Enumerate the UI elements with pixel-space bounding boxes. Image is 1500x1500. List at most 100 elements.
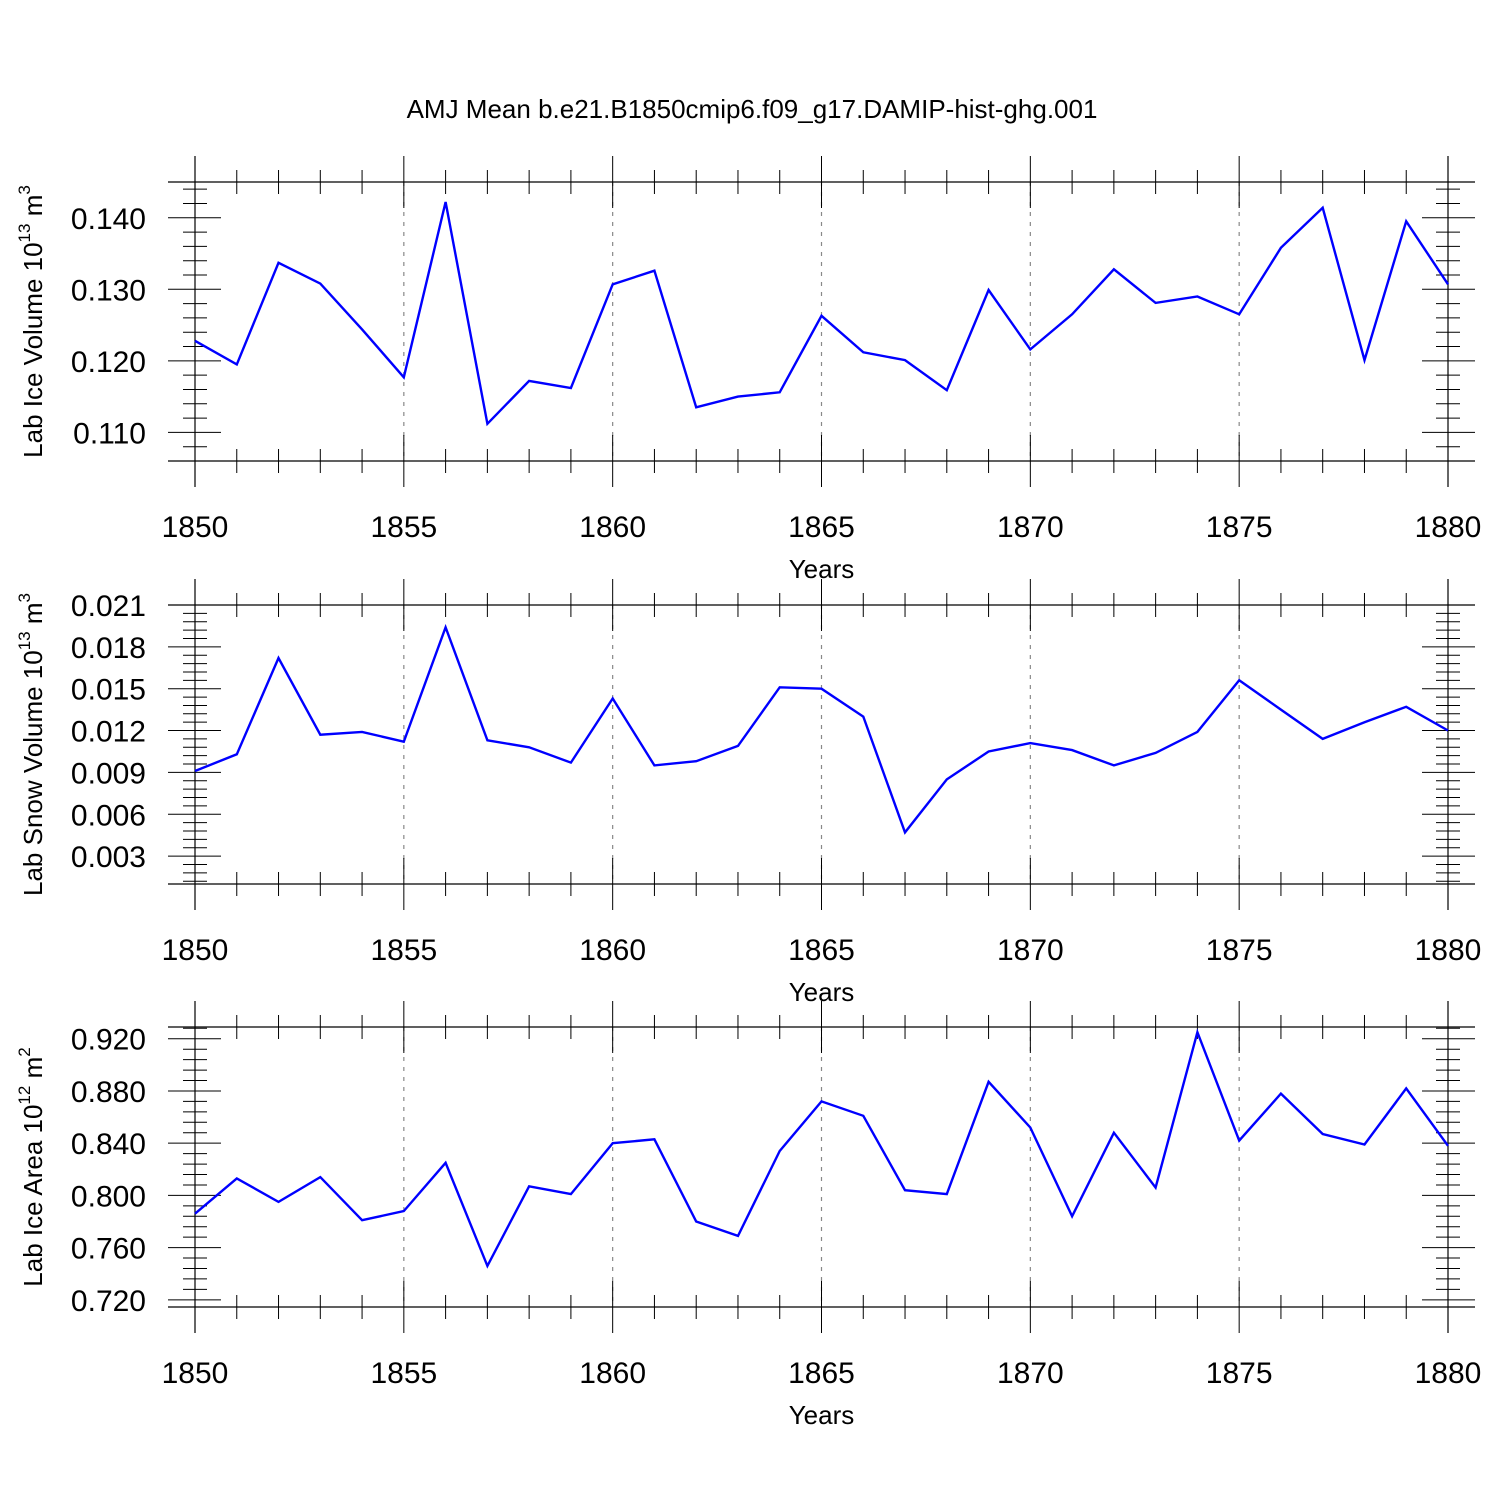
x-tick-label: 1875 xyxy=(1206,934,1273,967)
data-point xyxy=(402,1209,406,1213)
data-point xyxy=(360,1218,364,1222)
data-point xyxy=(527,379,531,383)
y-tick-label: 0.120 xyxy=(71,346,146,379)
x-tick-label: 1860 xyxy=(579,511,646,544)
data-point xyxy=(820,314,824,318)
data-point xyxy=(318,733,322,737)
y-tick-label: 0.006 xyxy=(71,799,146,832)
y-tick-label: 0.800 xyxy=(71,1180,146,1213)
data-point xyxy=(1362,1142,1366,1146)
data-point xyxy=(1195,294,1199,298)
x-axis-label: Years xyxy=(789,1400,855,1430)
data-point xyxy=(1279,1092,1283,1096)
data-point xyxy=(987,288,991,292)
data-point xyxy=(736,395,740,399)
data-point xyxy=(1154,1186,1158,1190)
y-axis-label: Lab Snow Volume 1013 m3 xyxy=(15,593,48,896)
panels: 1850 1855 1860 1865 1870 1875 1880 0.110 0.120 0.… xyxy=(15,156,1481,1430)
y-axis-label: Lab Ice Area 1012 m2 xyxy=(15,1047,48,1286)
data-point xyxy=(527,1184,531,1188)
panel-1: 1850 1855 1860 1865 1870 1875 1880 0.110 0.120 0.… xyxy=(15,156,1481,584)
data-point xyxy=(360,327,364,331)
y-axis-label-unit-exponent: 3 xyxy=(15,185,34,194)
data-point xyxy=(235,362,239,366)
data-point xyxy=(1070,312,1074,316)
x-tick-label: 1850 xyxy=(162,934,229,967)
y-axis-label-text: Lab Ice Volume 10 xyxy=(18,242,48,457)
y-tick-label: 0.009 xyxy=(71,757,146,790)
y-tick-label: 0.130 xyxy=(71,274,146,307)
x-tick-label: 1870 xyxy=(997,934,1064,967)
data-point xyxy=(1154,301,1158,305)
y-tick-label: 0.720 xyxy=(71,1285,146,1318)
data-point xyxy=(1321,737,1325,741)
data-point xyxy=(485,738,489,742)
y-axis-label: Lab Ice Volume 1013 m3 xyxy=(15,185,48,458)
data-point xyxy=(193,769,197,773)
data-point xyxy=(1028,741,1032,745)
data-point xyxy=(1404,1086,1408,1090)
data-point xyxy=(1112,267,1116,271)
y-axis-label-unit: m xyxy=(18,195,48,224)
x-tick-label: 1875 xyxy=(1206,1357,1273,1390)
data-point xyxy=(861,715,865,719)
data-point xyxy=(193,339,197,343)
x-tick-label: 1870 xyxy=(997,511,1064,544)
panel-3: 1850 1855 1860 1865 1870 1875 1880 0.720 0.760 0.… xyxy=(15,1001,1481,1430)
data-point xyxy=(903,830,907,834)
series-line xyxy=(194,623,1449,835)
data-point xyxy=(1279,708,1283,712)
x-tick-label: 1865 xyxy=(788,934,855,967)
data-point xyxy=(1321,1132,1325,1136)
data-point xyxy=(1195,730,1199,734)
data-point xyxy=(1321,206,1325,210)
data-point xyxy=(277,1200,281,1204)
data-point xyxy=(611,696,615,700)
x-tick-label: 1865 xyxy=(788,1357,855,1390)
data-point xyxy=(903,1188,907,1192)
x-tick-label: 1875 xyxy=(1206,511,1273,544)
y-axis-label-exponent: 13 xyxy=(15,631,34,650)
data-point xyxy=(527,745,531,749)
data-point xyxy=(861,350,865,354)
data-point xyxy=(485,1264,489,1268)
data-point xyxy=(1404,705,1408,709)
data-point xyxy=(1112,763,1116,767)
data-point xyxy=(778,1149,782,1153)
figure-title: AMJ Mean b.e21.B1850cmip6.f09_g17.DAMIP-… xyxy=(407,94,1098,124)
data-point xyxy=(444,625,448,629)
y-axis-label-exponent: 13 xyxy=(15,224,34,243)
data-point xyxy=(1237,678,1241,682)
data-point xyxy=(402,375,406,379)
data-point xyxy=(945,777,949,781)
data-point xyxy=(987,749,991,753)
data-point xyxy=(987,1080,991,1084)
data-point xyxy=(1237,1139,1241,1143)
data-point xyxy=(1362,358,1366,362)
data-point xyxy=(736,1234,740,1238)
data-point xyxy=(569,386,573,390)
x-tick-label: 1860 xyxy=(579,1357,646,1390)
x-tick-label: 1880 xyxy=(1415,934,1482,967)
y-tick-label: 0.920 xyxy=(71,1024,146,1057)
data-point xyxy=(318,282,322,286)
data-point xyxy=(277,261,281,265)
y-tick-label: 0.880 xyxy=(71,1076,146,1109)
data-point xyxy=(1154,751,1158,755)
data-point xyxy=(235,752,239,756)
data-point xyxy=(569,761,573,765)
y-tick-label: 0.021 xyxy=(71,590,146,623)
y-tick-label: 0.003 xyxy=(71,841,146,874)
y-tick-label: 0.012 xyxy=(71,716,146,749)
y-axis-label-unit-exponent: 2 xyxy=(15,1047,34,1056)
data-point xyxy=(235,1176,239,1180)
series-line xyxy=(194,201,1449,427)
x-tick-label: 1850 xyxy=(162,511,229,544)
y-axis-label-text: Lab Snow Volume 10 xyxy=(18,650,48,896)
data-point xyxy=(569,1192,573,1196)
y-axis-label-exponent: 12 xyxy=(15,1086,34,1105)
data-point xyxy=(903,358,907,362)
data-point xyxy=(945,388,949,392)
data-point xyxy=(1362,720,1366,724)
